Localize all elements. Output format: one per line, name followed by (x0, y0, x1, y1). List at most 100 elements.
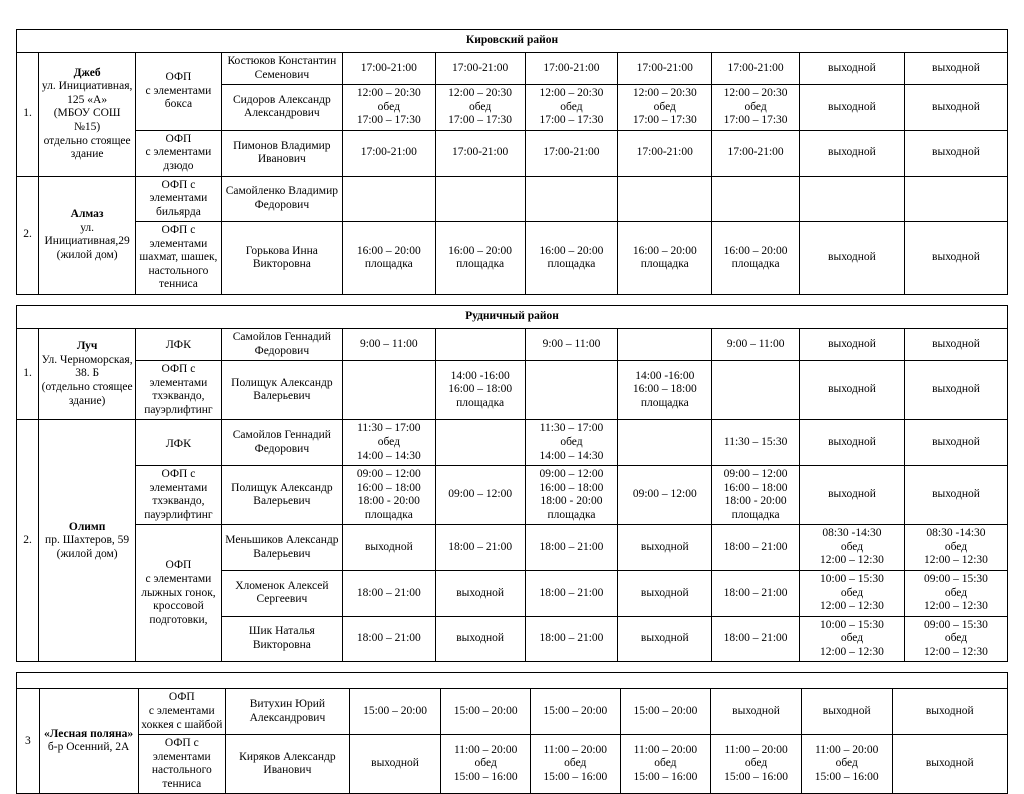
schedule-cell-пятница: 09:00 – 12:00 16:00 – 18:00 18:00 - 20:00 п… (711, 465, 801, 526)
schedule-cell-пятница: 16:00 – 20:00 площадка (711, 221, 800, 295)
schedule-cell-суббота: выходной (798, 84, 905, 131)
schedule-cell-суббота: выходной (798, 221, 905, 295)
activity-kind-cell: ОФП с элементами шахмат, шашек, настольн… (135, 221, 222, 295)
activity-kind-cell: ЛФК (135, 327, 222, 362)
object-name: «Лесная поляна» (44, 727, 134, 740)
schedule-cell-среда: 18:00 – 21:00 (524, 524, 619, 571)
activity-kind-cell: ОФП с элементами тхэквандо, пауэрлифтинг (135, 465, 222, 526)
schedule-cell-понедельник: 17:00-21:00 (341, 129, 436, 177)
schedule-cell-суббота: выходной (799, 419, 905, 467)
schedule-cell-пятница: 11:30 – 15:30 (711, 419, 801, 467)
schedule-cell-воскресенье: выходной (891, 734, 1009, 794)
row-number: 1. (15, 52, 40, 177)
schedule-cell-суббота: выходной (800, 688, 893, 736)
schedule-cell-четверг: 15:00 – 20:00 (619, 688, 712, 736)
schedule-cell-среда: 17:00-21:00 (524, 129, 619, 177)
schedule-cell-понедельник: 11:30 – 17:00 обед 14:00 – 14:30 (341, 419, 436, 467)
row-number: 2. (15, 419, 40, 663)
table-row: ОФП с элементами настольного тенниса Киря… (17, 734, 1009, 794)
object-address: ул. Инициативная,29 (жилой дом) (44, 221, 130, 261)
activity-kind-cell: ОФП с элементами бокса (135, 52, 222, 131)
schedule-cell-среда: 11:00 – 20:00 обед 15:00 – 16:00 (529, 734, 621, 794)
table-row: 2. Алмаз ул. Инициативная,29 (жилой дом) ОФП… (15, 175, 1009, 295)
schedule-cell-пятница: 18:00 – 21:00 (711, 524, 801, 571)
schedule-cell-вторник: 17:00-21:00 (434, 129, 526, 177)
schedule-cell-вторник: 09:00 – 12:00 (434, 465, 526, 526)
schedule-cell-вторник: 11:00 – 20:00 обед 15:00 – 16:00 (440, 734, 531, 794)
schedule-cell-вторник: 15:00 – 20:00 (440, 688, 531, 736)
object-name: Луч (76, 340, 98, 353)
object-cell: Луч Ул. Черноморская, 38. Б (отдельно стоя… (38, 327, 137, 421)
schedule-cell-воскресенье: 09:00 – 15:30 обед 12:00 – 12:30 (903, 615, 1009, 663)
schedule-cell-пятница: 9:00 – 11:00 (711, 327, 801, 362)
schedule-cell-воскресенье: выходной (903, 129, 1009, 177)
object-cell: Олимп пр. Шахтеров, 59 (жилой дом) (38, 419, 137, 663)
activity-kind-cell: ОФП с элементами тхэквандо, пауэрлифтинг (135, 360, 222, 421)
table-row: 1. Луч Ул. Черноморская, 38. Б (отдельно ст… (15, 327, 1009, 421)
schedule-cell-воскресенье (903, 175, 1009, 223)
schedule-cell-воскресенье: 09:00 – 15:30 обед 12:00 – 12:30 (903, 570, 1009, 617)
schedule-cell-среда (524, 360, 619, 421)
schedule-cell-понедельник (341, 175, 436, 223)
instructor-name-cell: Витухин Юрий Александрович (225, 688, 350, 736)
instructor-name-cell: Полищук Александр Валерьевич (220, 360, 343, 421)
schedule-table-kirovsky: Кировский район 1. Джеб ул. Инициативная, 1… (15, 29, 1009, 295)
schedule-cell-понедельник: 16:00 – 20:00 площадка (341, 221, 436, 295)
block-gap (16, 295, 1008, 305)
row-number: 3 (16, 688, 40, 794)
schedule-cell-пятница: 11:00 – 20:00 обед 15:00 – 16:00 (710, 734, 802, 794)
schedule-cell-среда: 12:00 – 20:30 обед 17:00 – 17:30 (524, 84, 619, 131)
schedule-cell-воскресенье: выходной (891, 688, 1009, 736)
schedule-cell-понедельник: выходной (348, 734, 442, 794)
schedule-cell-воскресенье: выходной (903, 360, 1009, 421)
schedule-cell-среда: 18:00 – 21:00 (524, 615, 619, 663)
schedule-cell-понедельник: 18:00 – 21:00 (341, 570, 436, 617)
block-gap (16, 662, 1008, 672)
schedule-cell-суббота (798, 175, 905, 223)
schedule-cell-вторник: 14:00 -16:00 16:00 – 18:00 площадка (434, 360, 526, 421)
table-row: 2. Олимп пр. Шахтеров, 59 (жилой дом) ЛФК Сам… (15, 419, 1009, 663)
schedule-cell-пятница: 18:00 – 21:00 (711, 615, 801, 663)
object-address: Ул. Черноморская, 38. Б (отдельно стоящее… (41, 353, 133, 407)
table-row: Хломенок Алексей Сергеевич 18:00 – 21:00 в… (17, 570, 1009, 617)
table-row: Шик Наталья Викторовна 18:00 – 21:00 выход… (17, 615, 1009, 663)
schedule-cell-суббота: выходной (798, 129, 905, 177)
schedule-cell-суббота: выходной (799, 360, 905, 421)
schedule-cell-воскресенье: выходной (903, 327, 1009, 362)
schedule-cell-понедельник: 15:00 – 20:00 (348, 688, 442, 736)
schedule-cell-суббота: 10:00 – 15:30 обед 12:00 – 12:30 (799, 570, 905, 617)
schedule-cell-пятница: 18:00 – 21:00 (711, 570, 801, 617)
schedule-cell-вторник: 16:00 – 20:00 площадка (434, 221, 526, 295)
object-cell: Джеб ул. Инициативная, 125 «А» (МБОУ СОШ №… (38, 52, 137, 177)
schedule-cell-воскресенье: выходной (903, 221, 1009, 295)
instructor-name-cell: Пимонов Владимир Иванович (220, 129, 343, 177)
schedule-cell-четверг: 17:00-21:00 (617, 129, 713, 177)
schedule-cell-четверг: 12:00 – 20:30 обед 17:00 – 17:30 (617, 84, 713, 131)
schedule-cell-вторник (434, 327, 526, 362)
schedule-cell-суббота: выходной (799, 327, 905, 362)
table-row: Сидоров Александр Александрович 12:00 – 2… (17, 84, 1009, 131)
table-row: ОФП с элементами дзюдо Пимонов Владимир Ив… (17, 129, 1009, 177)
schedule-cell-четверг: 11:00 – 20:00 обед 15:00 – 16:00 (619, 734, 712, 794)
schedule-cell-пятница: 12:00 – 20:30 обед 17:00 – 17:30 (711, 84, 800, 131)
schedule-cell-среда: 18:00 – 21:00 (524, 570, 619, 617)
section-header-kirovsky: Кировский район (16, 29, 1008, 53)
table-row: ОФП с элементами тхэквандо, пауэрлифтинг… (17, 360, 1009, 421)
instructor-name-cell: Меньшиков Александр Валерьевич (220, 524, 343, 571)
activity-kind-cell: ЛФК (135, 419, 222, 467)
schedule-cell-среда: 11:30 – 17:00 обед 14:00 – 14:30 (524, 419, 619, 467)
schedule-cell-четверг: 16:00 – 20:00 площадка (617, 221, 713, 295)
schedule-table-rudnichny: Рудничный район 1. Луч Ул. Черноморская, 38… (15, 305, 1009, 663)
schedule-cell-четверг: 17:00-21:00 (617, 51, 713, 86)
schedule-cell-среда: 15:00 – 20:00 (529, 688, 621, 736)
schedule-cell-вторник (434, 419, 526, 467)
table-row: 1. Джеб ул. Инициативная, 125 «А» (МБОУ СОШ… (15, 51, 1009, 177)
object-name: Олимп (68, 520, 106, 533)
schedule-cell-вторник: 17:00-21:00 (434, 51, 526, 86)
table-row: ОФП с элементами шахмат, шашек, настольн… (17, 221, 1009, 295)
instructor-name-cell: Шик Наталья Викторовна (220, 615, 343, 663)
activity-kind-cell: ОФП с элементами хоккея с шайбой (137, 688, 227, 736)
object-address: б-р Осенний, 2А (47, 741, 130, 754)
schedule-table-lesnaya: 3 «Лесная поляна» б-р Осенний, 2А ОФП с элем… (16, 672, 1009, 794)
section-header-rudnichny: Рудничный район (16, 305, 1008, 329)
